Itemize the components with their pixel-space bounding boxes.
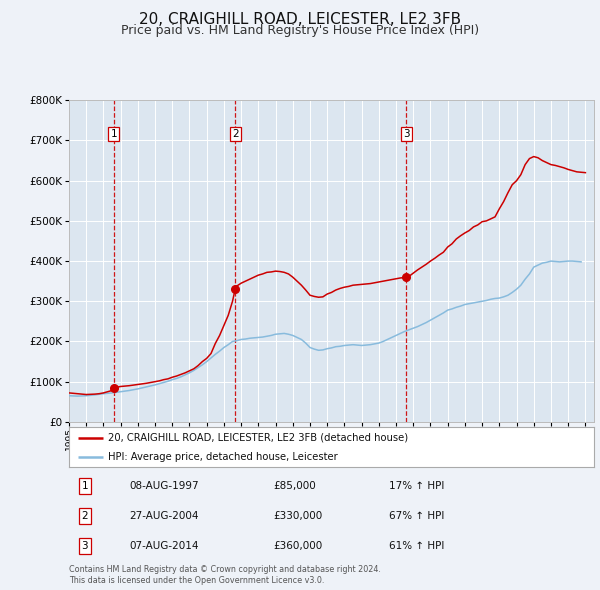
Text: 3: 3 [82, 541, 88, 551]
Text: £360,000: £360,000 [274, 541, 323, 551]
Text: 17% ↑ HPI: 17% ↑ HPI [389, 481, 445, 491]
Text: 2: 2 [232, 129, 238, 139]
Text: 07-AUG-2014: 07-AUG-2014 [130, 541, 199, 551]
Text: 3: 3 [403, 129, 410, 139]
Text: 20, CRAIGHILL ROAD, LEICESTER, LE2 3FB: 20, CRAIGHILL ROAD, LEICESTER, LE2 3FB [139, 12, 461, 27]
Text: 61% ↑ HPI: 61% ↑ HPI [389, 541, 445, 551]
Text: HPI: Average price, detached house, Leicester: HPI: Average price, detached house, Leic… [109, 452, 338, 462]
Text: 08-AUG-1997: 08-AUG-1997 [130, 481, 199, 491]
Text: 67% ↑ HPI: 67% ↑ HPI [389, 511, 445, 521]
Text: 1: 1 [110, 129, 117, 139]
Text: 2: 2 [82, 511, 88, 521]
Text: 27-AUG-2004: 27-AUG-2004 [130, 511, 199, 521]
Text: 20, CRAIGHILL ROAD, LEICESTER, LE2 3FB (detached house): 20, CRAIGHILL ROAD, LEICESTER, LE2 3FB (… [109, 432, 409, 442]
Text: Contains HM Land Registry data © Crown copyright and database right 2024.
This d: Contains HM Land Registry data © Crown c… [69, 565, 381, 585]
Text: £85,000: £85,000 [274, 481, 317, 491]
Text: 1: 1 [82, 481, 88, 491]
Text: £330,000: £330,000 [274, 511, 323, 521]
Text: Price paid vs. HM Land Registry's House Price Index (HPI): Price paid vs. HM Land Registry's House … [121, 24, 479, 37]
